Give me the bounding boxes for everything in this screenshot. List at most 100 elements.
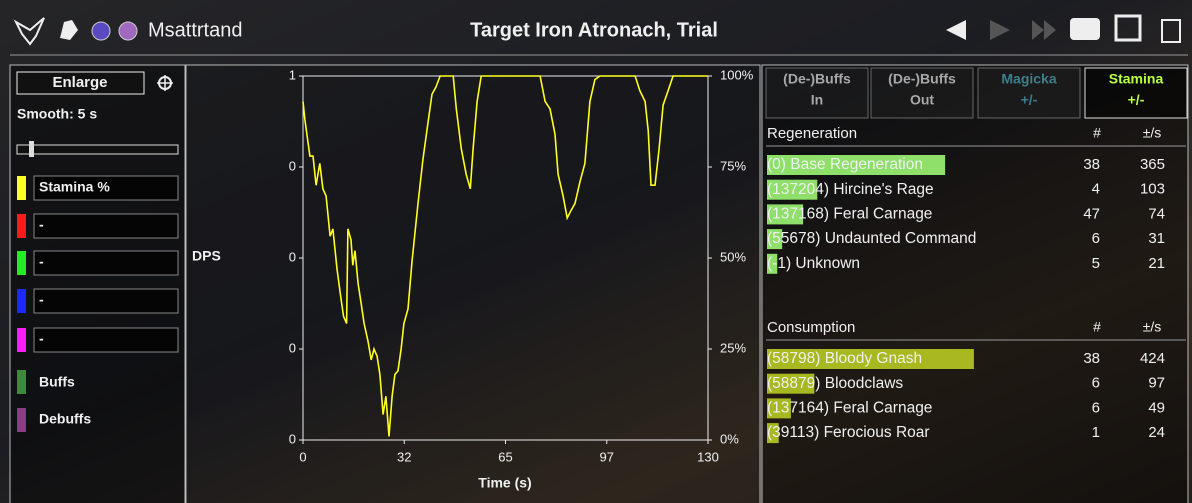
debuffs-label: Debuffs: [39, 411, 91, 427]
save-button[interactable]: [1114, 14, 1142, 42]
legend-field[interactable]: [33, 213, 179, 239]
tab-label: Magicka: [1001, 71, 1056, 87]
rate-value: 24: [1148, 424, 1165, 441]
hit-count: 38: [1083, 156, 1100, 173]
x-tick-label: 130: [697, 449, 719, 464]
debuffs-swatch: [17, 408, 26, 432]
ability-name: (137168) Feral Carnage: [767, 205, 932, 222]
legend-field[interactable]: [33, 250, 179, 276]
rate-value: 49: [1148, 399, 1165, 416]
legend-label: Stamina %: [39, 179, 110, 195]
legend-swatch: [17, 289, 26, 313]
upload-button[interactable]: [1070, 18, 1100, 40]
smooth-label: Smooth: 5 s: [17, 106, 97, 122]
rate-bar: [767, 373, 815, 394]
ability-name: (0) Base Regeneration: [767, 156, 923, 173]
prev-button[interactable]: [946, 20, 966, 40]
fight-title: Target Iron Atronach, Trial: [470, 19, 718, 41]
rate-value: 365: [1140, 156, 1165, 173]
next-button[interactable]: [990, 20, 1010, 40]
buffs-swatch: [17, 370, 26, 394]
tab-label: (De-)Buffs: [783, 71, 851, 87]
player-name: Msattrtand: [148, 19, 242, 41]
x-tick-label: 65: [498, 449, 512, 464]
legend-label: -: [39, 292, 44, 308]
section-title: Regeneration: [767, 125, 857, 142]
section-title: Consumption: [767, 319, 855, 336]
ability-name: (137204) Hircine's Rage: [767, 181, 934, 198]
tab-label: (De-)Buffs: [888, 71, 956, 87]
rate-value: 424: [1140, 350, 1165, 367]
header: Msattrtand Target Iron Atronach, Trial: [10, 14, 1188, 56]
last-button[interactable]: [1032, 20, 1056, 40]
x-axis-label: Time (s): [478, 475, 531, 491]
hit-count: 6: [1092, 399, 1100, 416]
tab[interactable]: [765, 67, 869, 119]
rate-header: ±/s: [1143, 319, 1162, 335]
tab[interactable]: [977, 67, 1081, 119]
slider-knob[interactable]: [29, 141, 34, 157]
hit-count: 4: [1092, 181, 1100, 198]
y-tick-label: 0: [289, 431, 296, 446]
y2-tick-label: 100%: [720, 67, 754, 82]
class-icon: [13, 17, 45, 46]
smooth-slider[interactable]: [16, 144, 179, 155]
crosshair-button[interactable]: [157, 75, 173, 91]
skill-icon: [118, 21, 138, 41]
delete-button[interactable]: [1161, 19, 1181, 43]
hit-count: 38: [1083, 350, 1100, 367]
chart-panel: [185, 64, 761, 503]
hit-count: 6: [1092, 375, 1100, 392]
legend-field: [33, 175, 179, 201]
tab-label: Stamina: [1109, 71, 1164, 87]
tab-label: Out: [910, 92, 934, 108]
hit-count: 5: [1092, 255, 1100, 272]
legend-swatch: [17, 251, 26, 275]
y2-tick-label: 0%: [720, 431, 739, 446]
rate-header: ±/s: [1143, 125, 1162, 141]
y-tick-label: 0: [289, 158, 296, 173]
stamina-line: [302, 75, 708, 437]
ability-name: (137164) Feral Carnage: [767, 399, 932, 416]
rate-value: 31: [1148, 230, 1165, 247]
tab[interactable]: [870, 67, 974, 119]
rate-bar: [767, 155, 946, 175]
count-header: #: [1093, 319, 1101, 335]
ability-name: (55678) Undaunted Command: [767, 230, 976, 247]
tab[interactable]: [1084, 67, 1188, 119]
y2-tick-label: 75%: [720, 158, 746, 173]
y-tick-label: 1: [289, 67, 296, 82]
enlarge-label: Enlarge: [52, 74, 107, 91]
y-tick-label: 0: [289, 249, 296, 264]
rate-bar: [767, 179, 818, 200]
x-tick-label: 32: [397, 449, 411, 464]
left-panel: [9, 64, 186, 503]
legend-swatch: [17, 328, 26, 352]
count-header: #: [1093, 125, 1101, 141]
rate-value: 97: [1148, 375, 1165, 392]
x-tick-label: 97: [600, 449, 614, 464]
legend-field[interactable]: [33, 288, 179, 314]
rate-bar: [767, 253, 778, 274]
ability-name: (58879) Bloodclaws: [767, 375, 903, 392]
legend-label: -: [39, 217, 44, 233]
tab-label: +/-: [1128, 92, 1145, 108]
y2-tick-label: 25%: [720, 340, 746, 355]
x-tick-label: 0: [299, 449, 306, 464]
ability-name: (58798) Bloody Gnash: [767, 350, 922, 367]
legend-label: -: [39, 331, 44, 347]
rate-value: 74: [1148, 205, 1165, 222]
legend-field[interactable]: [33, 327, 179, 353]
enlarge-button[interactable]: [16, 71, 145, 95]
race-icon: [60, 20, 78, 40]
y2-tick-label: 50%: [720, 249, 746, 264]
skill-icon: [91, 21, 111, 41]
legend-swatch: [17, 176, 26, 200]
buffs-label: Buffs: [39, 374, 75, 390]
y-tick-label: 0: [289, 340, 296, 355]
ability-name: (-1) Unknown: [767, 255, 860, 272]
hit-count: 6: [1092, 230, 1100, 247]
y-axis-label: DPS: [192, 248, 221, 264]
rate-value: 21: [1148, 255, 1165, 272]
